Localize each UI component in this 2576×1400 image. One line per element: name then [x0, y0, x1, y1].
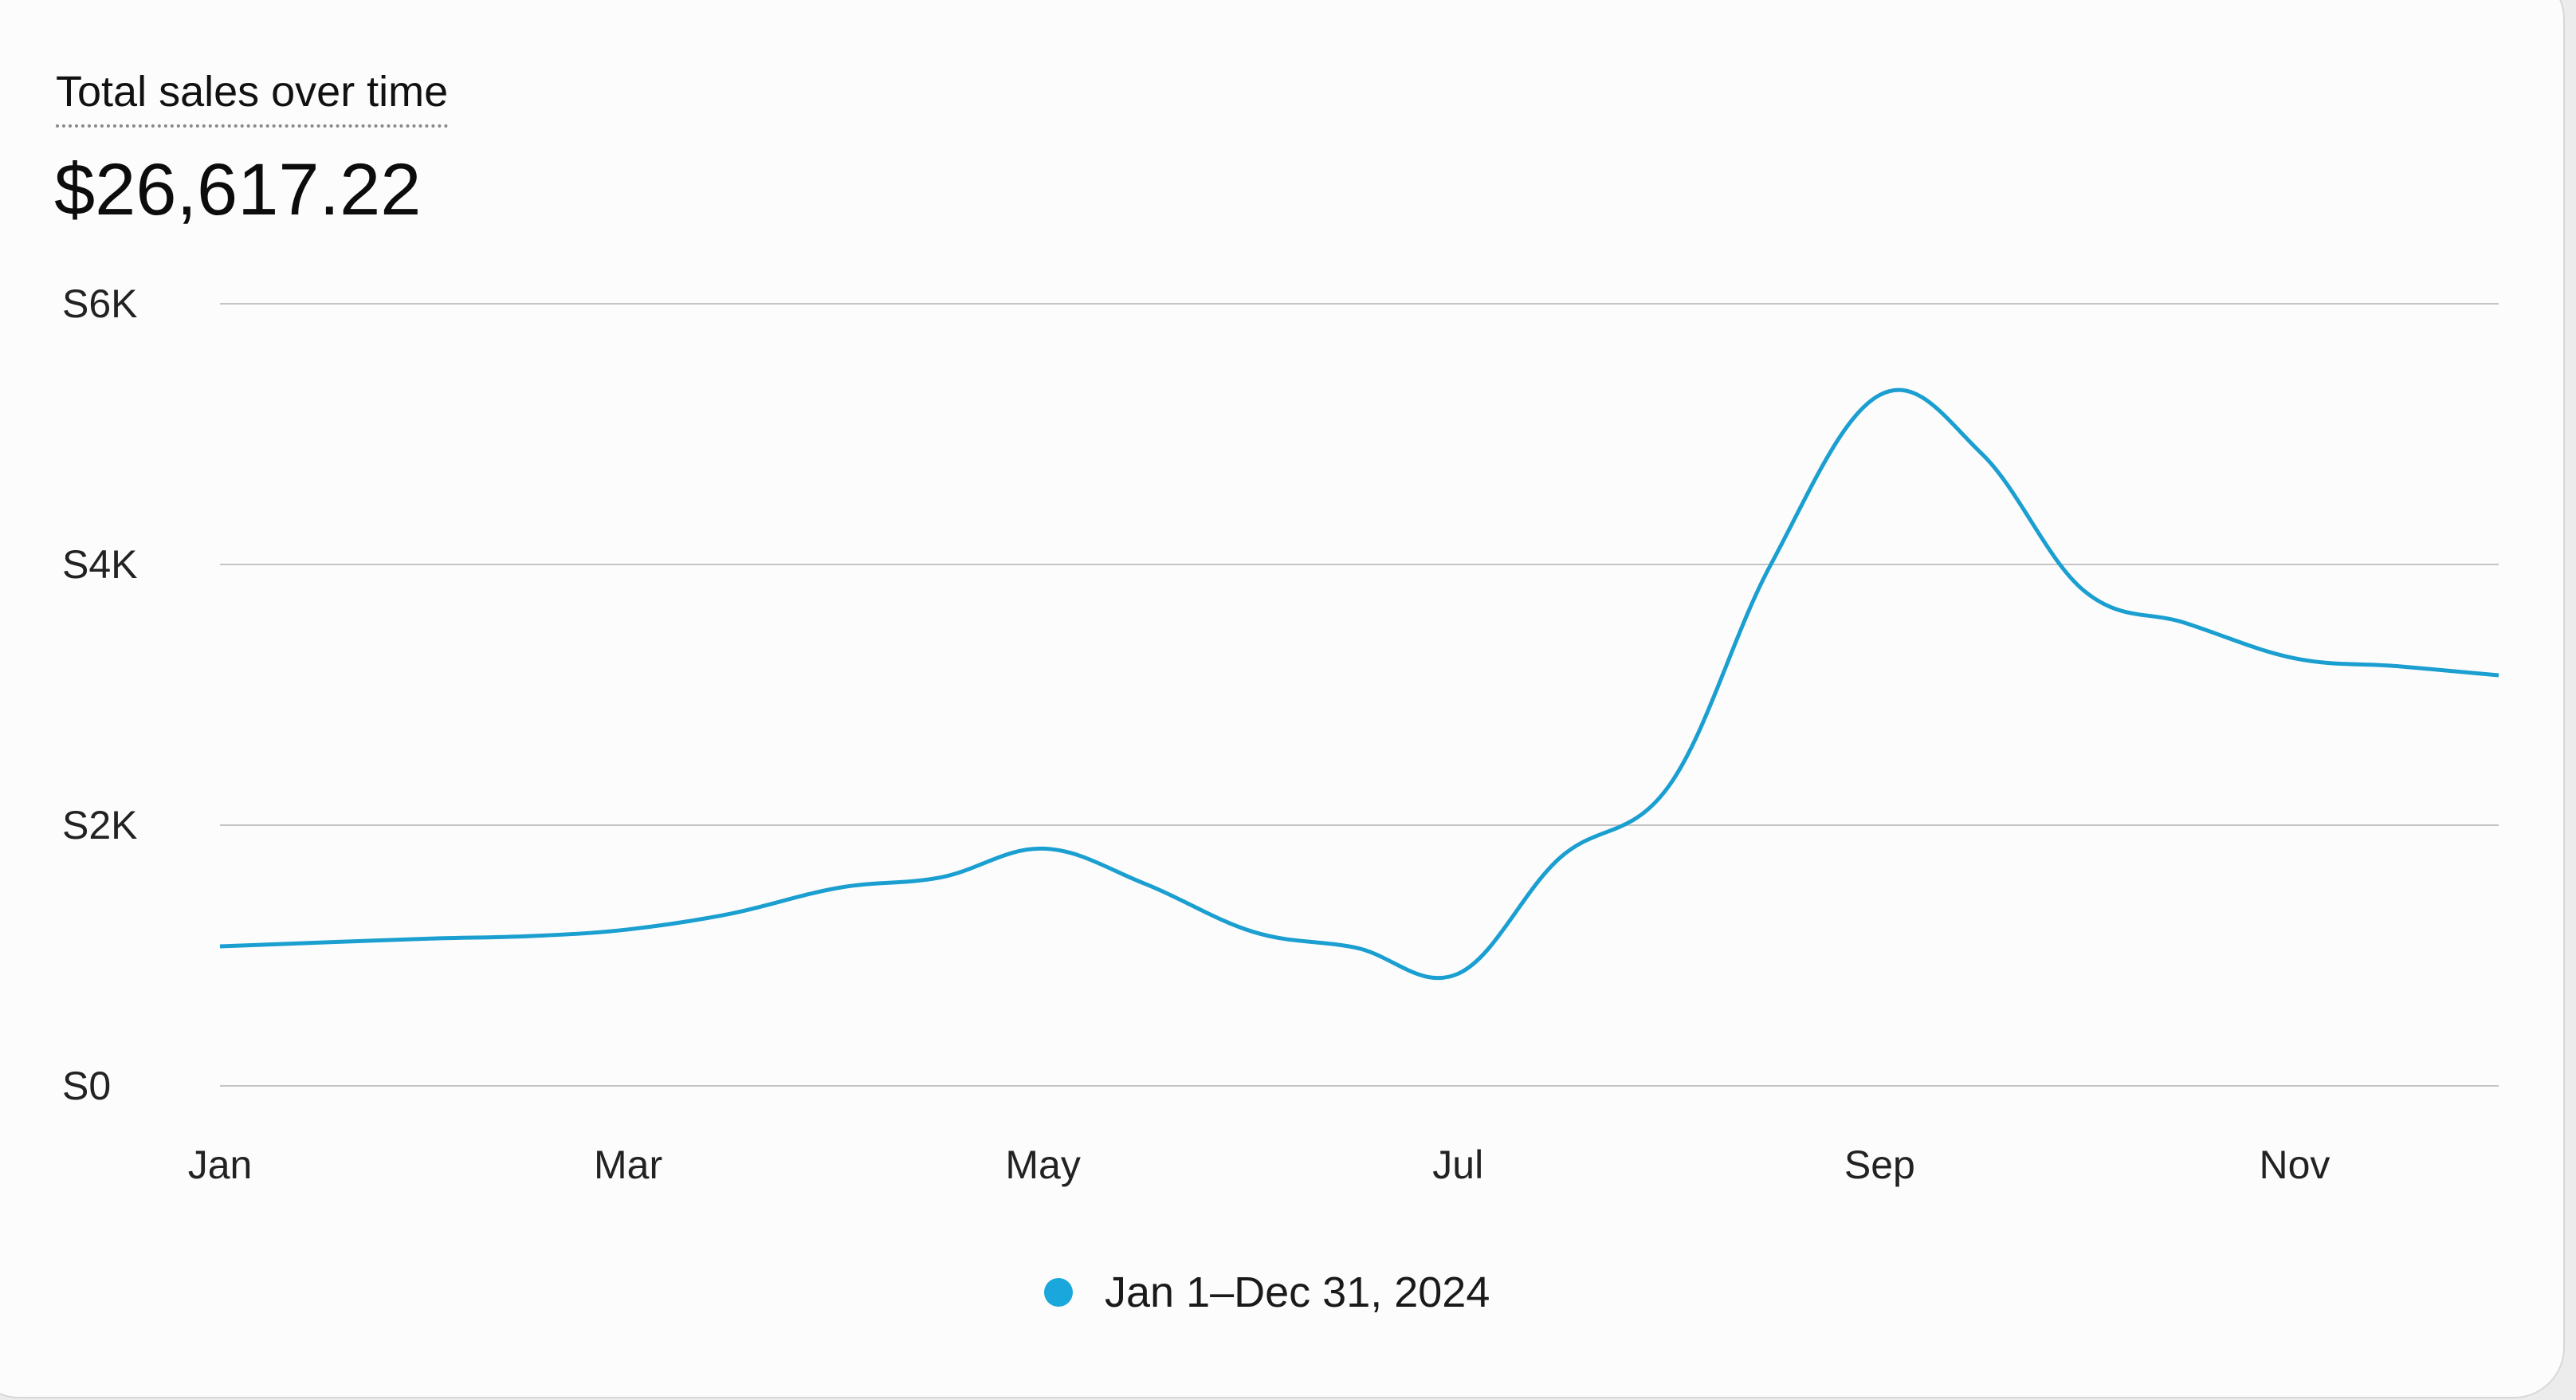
- x-tick-label: Sep: [1844, 1142, 1915, 1187]
- total-sales-value: $26,617.22: [54, 149, 422, 230]
- y-tick-label: S0: [62, 1064, 111, 1108]
- x-tick-label: Jan: [188, 1142, 253, 1187]
- y-tick-label: S4K: [62, 542, 138, 587]
- legend[interactable]: Jan 1–Dec 31, 2024: [1044, 1268, 1490, 1317]
- x-tick-label: Jul: [1432, 1142, 1483, 1187]
- y-tick-label: S2K: [62, 803, 138, 847]
- sales-series-line[interactable]: [219, 387, 2499, 981]
- x-tick-label: Mar: [594, 1142, 662, 1187]
- legend-label: Jan 1–Dec 31, 2024: [1105, 1268, 1490, 1316]
- x-tick-label: May: [1005, 1142, 1080, 1187]
- chart-title[interactable]: Total sales over time: [56, 67, 449, 128]
- legend-dot-icon: [1044, 1278, 1073, 1307]
- y-tick-label: S6K: [62, 281, 138, 326]
- x-tick-label: Nov: [2260, 1142, 2331, 1187]
